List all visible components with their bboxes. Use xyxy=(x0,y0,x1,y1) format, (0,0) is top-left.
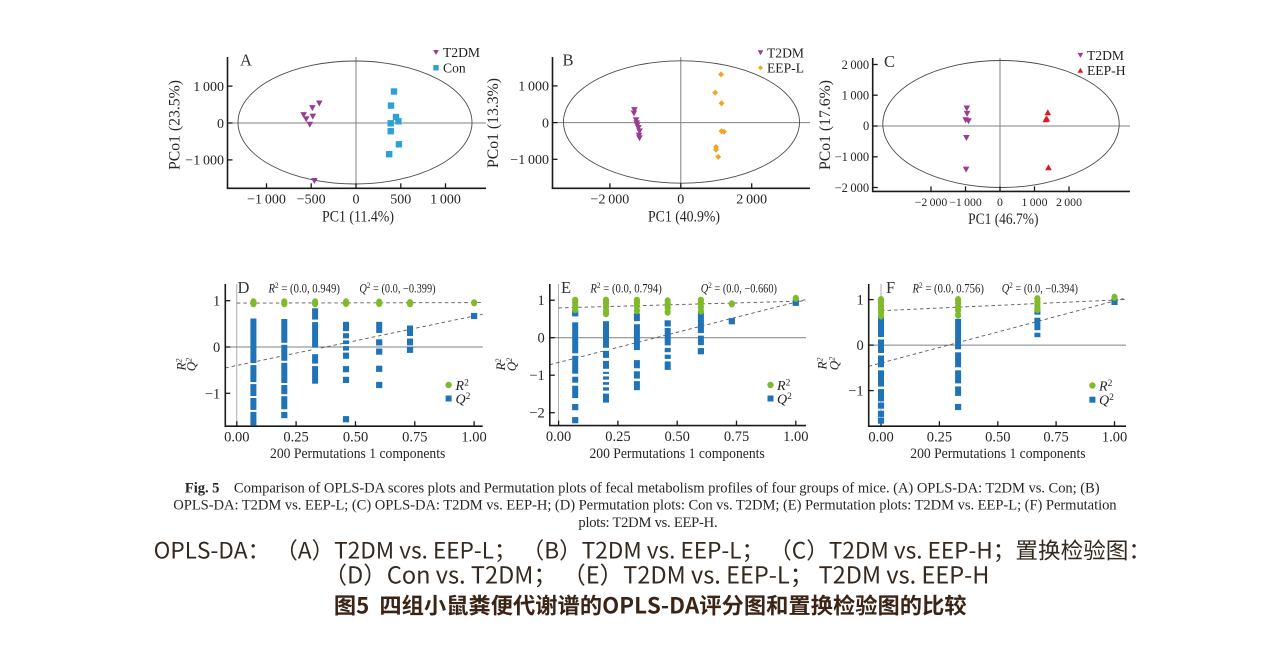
svg-text:1.00: 1.00 xyxy=(783,429,808,445)
svg-text:0: 0 xyxy=(856,338,863,354)
svg-text:PC1 (40.9%): PC1 (40.9%) xyxy=(648,209,720,226)
svg-text:−2 000: −2 000 xyxy=(915,195,948,209)
svg-text:0.75: 0.75 xyxy=(724,429,749,445)
svg-text:D: D xyxy=(238,278,250,297)
svg-text:PCo1 (13.3%): PCo1 (13.3%) xyxy=(485,78,502,168)
svg-text:0.50: 0.50 xyxy=(343,430,368,446)
svg-text:Fig. 5 Comparison of OPLS-DA s: Fig. 5 Comparison of OPLS-DA scores plot… xyxy=(185,480,1100,496)
svg-text:OPLS-DA: T2DM vs. EEP-L; (C) O: OPLS-DA: T2DM vs. EEP-L; (C) OPLS-DA: T2… xyxy=(173,498,1117,514)
svg-text:0.50: 0.50 xyxy=(665,429,690,445)
svg-text:1.00: 1.00 xyxy=(1102,430,1127,446)
svg-text:200 Permutations 1 components: 200 Permutations 1 components xyxy=(910,446,1085,462)
svg-text:0.25: 0.25 xyxy=(283,430,308,446)
svg-text:500: 500 xyxy=(390,193,411,208)
svg-text:1: 1 xyxy=(856,293,863,309)
svg-text:Q2 = (0.0, −0.399): Q2 = (0.0, −0.399) xyxy=(359,280,435,296)
svg-text:0: 0 xyxy=(217,117,224,132)
svg-text:F: F xyxy=(886,278,895,297)
svg-text:−1 000: −1 000 xyxy=(185,154,224,169)
svg-text:plots: T2DM vs. EEP-H.: plots: T2DM vs. EEP-H. xyxy=(578,515,717,531)
svg-text:1 000: 1 000 xyxy=(193,80,224,95)
svg-text:1.00: 1.00 xyxy=(461,430,486,446)
svg-text:−2 000: −2 000 xyxy=(835,181,870,195)
svg-text:T2DM: T2DM xyxy=(1087,48,1124,63)
svg-text:1: 1 xyxy=(213,294,220,310)
svg-text:0.25: 0.25 xyxy=(605,429,630,445)
svg-text:1 000: 1 000 xyxy=(1022,195,1048,209)
svg-text:1 000: 1 000 xyxy=(430,193,461,208)
svg-text:R2 = (0.0, 0.949): R2 = (0.0, 0.949) xyxy=(268,280,340,296)
svg-text:Q2 = (0.0, −0.394): Q2 = (0.0, −0.394) xyxy=(1002,280,1078,296)
svg-text:2 000: 2 000 xyxy=(1056,195,1082,209)
svg-text:−1: −1 xyxy=(205,386,220,402)
svg-text:Q2: Q2 xyxy=(777,392,792,408)
svg-text:1 000: 1 000 xyxy=(518,80,549,95)
svg-text:T2DM: T2DM xyxy=(767,46,804,61)
svg-text:Con: Con xyxy=(443,61,466,76)
svg-text:EEP-L: EEP-L xyxy=(767,61,804,76)
svg-text:−1: −1 xyxy=(848,384,863,400)
svg-text:PC1 (11.4%): PC1 (11.4%) xyxy=(322,209,394,226)
svg-text:−1 000: −1 000 xyxy=(510,153,549,168)
svg-text:PCo1 (23.5%): PCo1 (23.5%) xyxy=(167,80,184,170)
svg-text:0: 0 xyxy=(538,331,545,347)
svg-text:T2DM: T2DM xyxy=(443,45,480,60)
svg-text:200 Permutations 1 components: 200 Permutations 1 components xyxy=(589,446,764,462)
svg-text:−2 000: −2 000 xyxy=(591,193,630,208)
svg-text:2 000: 2 000 xyxy=(842,58,870,72)
svg-text:EEP-H: EEP-H xyxy=(1087,63,1126,78)
svg-text:−1 000: −1 000 xyxy=(949,195,982,209)
svg-text:Q2 = (0.0, −0.660): Q2 = (0.0, −0.660) xyxy=(701,280,777,296)
svg-text:C: C xyxy=(884,52,895,71)
svg-text:200 Permutations 1 components: 200 Permutations 1 components xyxy=(270,446,445,462)
svg-text:0.75: 0.75 xyxy=(1043,430,1068,446)
svg-text:0: 0 xyxy=(997,195,1003,209)
svg-text:−500: −500 xyxy=(297,193,326,208)
svg-text:2 000: 2 000 xyxy=(736,193,767,208)
svg-text:1 000: 1 000 xyxy=(842,89,870,103)
svg-text:−2: −2 xyxy=(529,406,544,422)
svg-text:−1 000: −1 000 xyxy=(247,193,286,208)
svg-text:R2 = (0.0, 0.756): R2 = (0.0, 0.756) xyxy=(912,280,984,296)
svg-text:0: 0 xyxy=(353,193,360,208)
svg-text:0: 0 xyxy=(863,119,869,133)
svg-text:B: B xyxy=(563,51,574,70)
svg-text:0.00: 0.00 xyxy=(546,429,571,445)
svg-text:0: 0 xyxy=(542,116,549,131)
svg-text:A: A xyxy=(240,51,252,70)
svg-text:R2: R2 xyxy=(455,378,470,394)
svg-text:R2 = (0.0, 0.794): R2 = (0.0, 0.794) xyxy=(590,280,662,296)
svg-text:Q2: Q2 xyxy=(1099,393,1114,409)
svg-text:PCo1 (17.6%): PCo1 (17.6%) xyxy=(817,80,834,170)
svg-text:1: 1 xyxy=(538,293,545,309)
svg-text:0.50: 0.50 xyxy=(985,430,1010,446)
svg-text:Q2: Q2 xyxy=(456,392,471,408)
svg-text:0: 0 xyxy=(213,340,220,356)
svg-text:R2: R2 xyxy=(776,378,791,394)
svg-text:0.00: 0.00 xyxy=(868,430,893,446)
svg-text:−1 000: −1 000 xyxy=(835,150,870,164)
svg-text:E: E xyxy=(561,278,571,297)
svg-text:0.00: 0.00 xyxy=(224,430,249,446)
svg-text:−1: −1 xyxy=(529,368,544,384)
svg-text:0.75: 0.75 xyxy=(402,430,427,446)
svg-text:R2: R2 xyxy=(1098,379,1113,395)
svg-text:0: 0 xyxy=(677,193,684,208)
svg-text:PC1 (46.7%): PC1 (46.7%) xyxy=(968,211,1038,228)
svg-text:0.25: 0.25 xyxy=(927,430,952,446)
